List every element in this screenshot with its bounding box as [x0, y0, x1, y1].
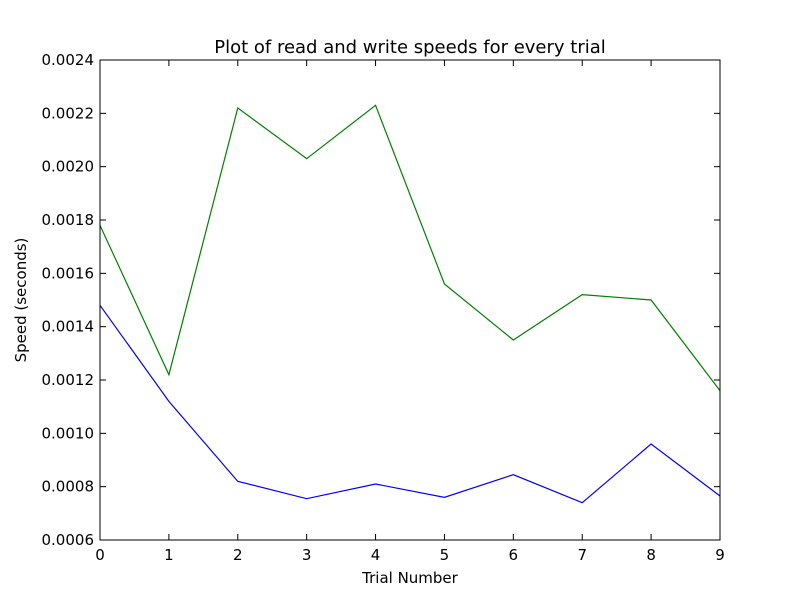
series-line-2 [99, 104, 721, 392]
y-tick-label: 0.0006 [42, 531, 95, 549]
plot-frame [99, 59, 721, 541]
x-tick-label: 3 [302, 546, 312, 564]
chart-title: Plot of read and write speeds for every … [214, 37, 606, 58]
y-axis-label: Speed (seconds) [12, 238, 30, 363]
y-tick-label: 0.0020 [42, 158, 95, 176]
ticks-layer: 0 1 2 3 4 5 6 7 8 9 0.0006 0.0008 0.0010 0.0012 0.0014… [42, 51, 725, 564]
y-tick-label: 0.0016 [42, 264, 95, 282]
x-tick-label: 5 [440, 546, 450, 564]
x-tick-label: 4 [371, 546, 381, 564]
y-tick-label: 0.0012 [42, 371, 95, 389]
y-tick-label: 0.0010 [42, 424, 95, 442]
y-tick-label: 0.0018 [42, 211, 95, 229]
x-tick-label: 2 [233, 546, 243, 564]
y-tick-label: 0.0022 [42, 104, 95, 122]
y-tick-label: 0.0024 [42, 51, 95, 69]
series-line-1 [99, 304, 721, 504]
x-tick-label: 8 [646, 546, 656, 564]
x-tick-label: 7 [577, 546, 587, 564]
x-axis-label: Trial Number [361, 569, 459, 587]
x-tick-label: 9 [715, 546, 725, 564]
x-tick-label: 6 [509, 546, 519, 564]
series-layer [99, 104, 721, 504]
y-tick-label: 0.0014 [42, 318, 95, 336]
y-tick-label: 0.0008 [42, 478, 95, 496]
x-tick-label: 1 [164, 546, 174, 564]
x-tick-label: 0 [95, 546, 105, 564]
